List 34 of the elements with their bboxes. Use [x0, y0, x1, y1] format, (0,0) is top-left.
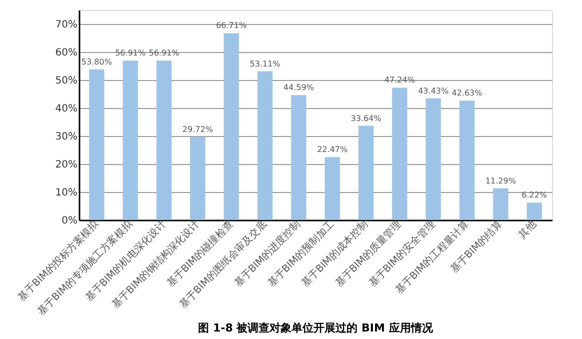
bar [324, 157, 340, 220]
bar [459, 100, 475, 220]
x-tick-label: 其他 [516, 218, 539, 241]
text: 图 1-8 被调查对象单位开展过的 BIM 应用情况 [198, 321, 434, 334]
bar [190, 136, 206, 220]
bar [224, 33, 239, 220]
bar [291, 95, 306, 220]
data-label: 44.59% [283, 83, 314, 92]
bar [257, 71, 273, 220]
bar [426, 98, 441, 220]
data-label: 6.22% [522, 190, 548, 200]
data-label: 29.72% [182, 124, 214, 134]
y-tick-label: 0% [62, 216, 78, 226]
y-tick-label: 20% [55, 160, 78, 170]
bar [526, 202, 542, 220]
data-label: 33.64% [350, 114, 382, 123]
bar [122, 60, 138, 220]
bar [89, 69, 104, 220]
data-label: 22.47% [317, 145, 348, 154]
data-label: 43.43% [418, 86, 449, 96]
y-tick-label: 30% [55, 132, 78, 142]
bar [156, 60, 172, 220]
y-tick-label: 50% [55, 76, 78, 86]
data-label: 42.63% [452, 88, 483, 98]
data-label: 11.29% [485, 176, 516, 186]
y-tick-label: 70% [55, 20, 78, 30]
y-tick-label: 10% [55, 188, 78, 198]
y-tick-label: 40% [55, 104, 78, 114]
bar [358, 126, 374, 220]
data-label: 53.11% [250, 59, 281, 68]
bar [392, 88, 408, 220]
data-label: 53.80% [81, 57, 112, 66]
y-tick-label: 60% [55, 48, 78, 58]
bar [493, 188, 508, 220]
